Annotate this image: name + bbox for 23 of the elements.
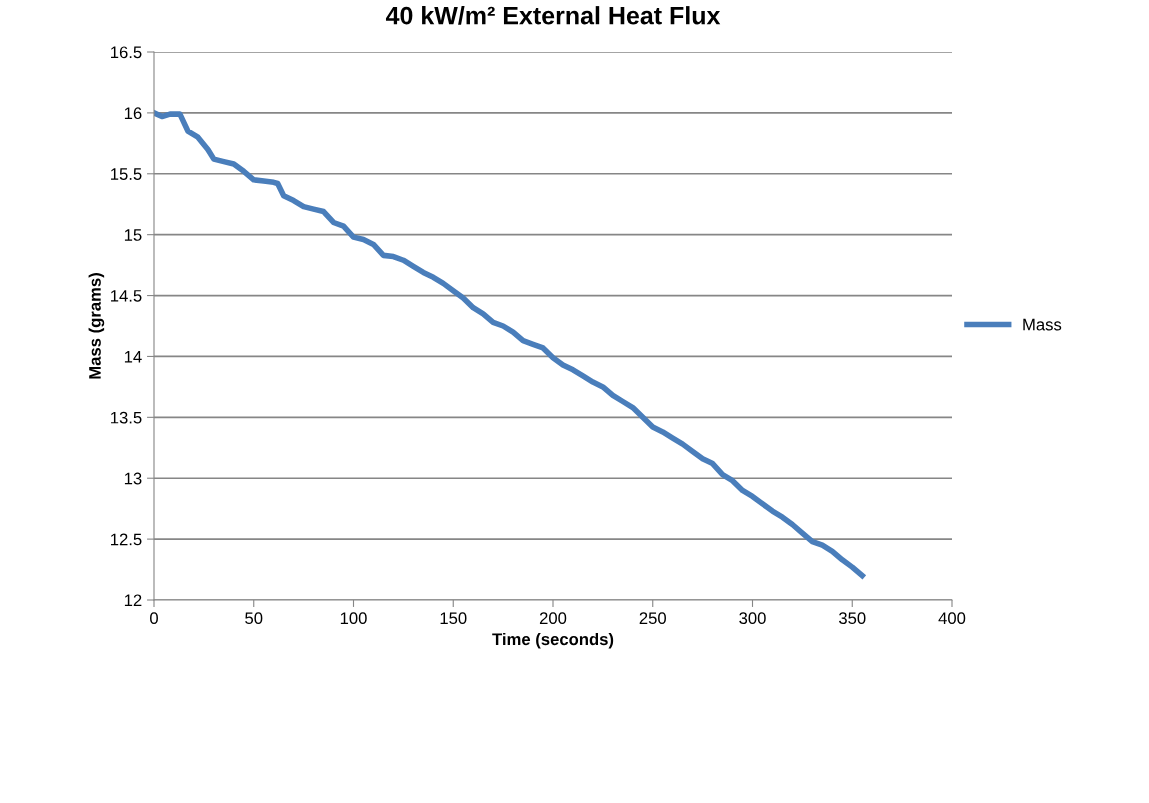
- y-tick-label: 16.5: [111, 46, 142, 59]
- x-tick-label: 0: [150, 612, 158, 625]
- x-tick-label: 200: [539, 612, 567, 625]
- y-tick-label: 15: [124, 229, 142, 241]
- y-tick-label: 16: [124, 107, 142, 120]
- x-tick-label: 100: [340, 612, 367, 625]
- x-tick-label: 350: [838, 612, 866, 625]
- x-tick-label: 50: [245, 612, 263, 625]
- y-tick-label: 14: [124, 351, 142, 363]
- chart-title: 40 kW/m² External Heat Flux: [385, 6, 721, 25]
- x-tick-label: 300: [739, 612, 766, 625]
- y-axis-title: Mass (grams): [88, 273, 105, 379]
- y-tick-label: 14.5: [111, 290, 142, 302]
- x-tick-label: 150: [440, 612, 467, 625]
- legend-label: Mass: [1023, 318, 1062, 331]
- x-tick-label: 400: [938, 612, 966, 625]
- y-tick-label: 13.5: [111, 411, 142, 424]
- x-axis-title: Time (seconds): [492, 632, 614, 649]
- y-tick-label: 12: [124, 594, 142, 607]
- y-tick-label: 12.5: [111, 533, 142, 546]
- y-tick-label: 15.5: [111, 168, 142, 180]
- y-tick-label: 13: [124, 472, 142, 485]
- x-tick-label: 250: [639, 612, 666, 625]
